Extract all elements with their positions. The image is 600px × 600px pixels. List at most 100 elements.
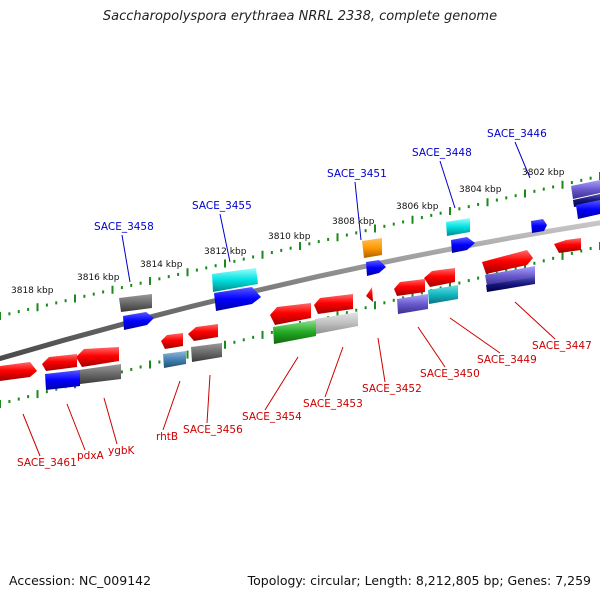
gene-label[interactable]: ygbK: [108, 445, 136, 457]
gene-label[interactable]: SACE_3453: [303, 398, 363, 410]
minor-tick: [589, 246, 592, 250]
minor-tick: [345, 233, 348, 237]
gene-arrow[interactable]: [571, 180, 600, 199]
minor-tick: [514, 194, 517, 198]
gene-arrow[interactable]: [397, 294, 428, 314]
major-tick: [524, 189, 526, 198]
gene-arrow[interactable]: [531, 219, 547, 233]
minor-tick: [55, 387, 58, 391]
gene-arrow[interactable]: [486, 277, 535, 292]
minor-tick: [252, 335, 255, 339]
gene-arrow[interactable]: [191, 343, 222, 362]
gene-arrow[interactable]: [315, 312, 358, 334]
minor-tick: [83, 294, 86, 298]
major-tick: [561, 180, 564, 189]
gene-label[interactable]: SACE_3452: [362, 383, 422, 395]
major-tick: [449, 281, 451, 290]
gene-arrow[interactable]: [273, 320, 316, 344]
minor-tick: [439, 211, 442, 215]
gene-features: [0, 180, 600, 390]
minor-tick: [130, 367, 133, 371]
label-leader-line: [162, 380, 181, 431]
gene-arrow[interactable]: [446, 218, 470, 236]
gene-arrow[interactable]: [161, 333, 183, 349]
gene-arrow[interactable]: [482, 250, 533, 274]
gene-arrow[interactable]: [163, 351, 186, 368]
minor-tick: [130, 283, 133, 287]
major-tick: [524, 261, 526, 270]
minor-tick: [533, 189, 536, 193]
major-tick: [411, 291, 414, 300]
gene-arrow[interactable]: [366, 260, 386, 276]
gene-label[interactable]: pdxA: [77, 450, 105, 462]
gene-label[interactable]: SACE_3454: [242, 411, 302, 423]
minor-tick: [45, 303, 48, 307]
scale-label: 3818 kbp: [11, 286, 54, 296]
minor-tick: [505, 196, 508, 200]
gene-arrow[interactable]: [314, 294, 353, 314]
gene-arrow[interactable]: [0, 362, 37, 381]
gene-arrow[interactable]: [554, 238, 581, 253]
gene-label[interactable]: SACE_3456: [183, 424, 243, 436]
gene-label[interactable]: SACE_3455: [192, 200, 252, 212]
gene-arrow[interactable]: [428, 285, 458, 304]
label-leader-line: [377, 337, 386, 383]
minor-tick: [8, 400, 11, 404]
gene-label[interactable]: SACE_3446: [487, 128, 547, 140]
gene-arrow[interactable]: [76, 347, 119, 367]
gene-arrow[interactable]: [394, 279, 425, 296]
label-leader-line: [219, 213, 231, 263]
gene-arrow[interactable]: [576, 200, 600, 219]
gene-label[interactable]: SACE_3450: [420, 368, 480, 380]
gene-arrow[interactable]: [451, 237, 475, 253]
minor-tick: [233, 259, 236, 263]
minor-tick: [570, 251, 573, 255]
major-tick: [261, 330, 264, 339]
gene-arrow[interactable]: [362, 238, 382, 258]
label-leaders: [22, 141, 556, 457]
gene-label[interactable]: rhtB: [156, 431, 178, 443]
minor-tick: [280, 248, 283, 252]
minor-tick: [392, 298, 395, 302]
gene-arrow[interactable]: [485, 266, 535, 286]
major-tick: [449, 207, 451, 215]
gene-arrow[interactable]: [42, 354, 77, 371]
minor-tick: [589, 176, 592, 180]
gene-label[interactable]: SACE_3461: [17, 457, 77, 469]
gene-arrow[interactable]: [45, 370, 80, 390]
gene-arrow[interactable]: [79, 364, 121, 384]
major-tick: [486, 198, 489, 207]
gene-arrow[interactable]: [424, 268, 455, 287]
gene-arrow[interactable]: [123, 312, 154, 330]
minor-tick: [308, 242, 311, 246]
gene-arrow[interactable]: [119, 294, 152, 312]
minor-tick: [327, 237, 330, 241]
minor-tick: [270, 251, 273, 255]
gene-label[interactable]: SACE_3447: [532, 340, 592, 352]
minor-tick: [289, 246, 292, 250]
minor-tick: [458, 207, 461, 211]
gene-arrow[interactable]: [214, 287, 261, 311]
scale-labels: 3802 kbp 3804 kbp 3806 kbp 3808 kbp 3810 kbp…: [11, 168, 565, 296]
minor-tick: [364, 306, 367, 310]
minor-tick: [477, 202, 480, 206]
gene-arrow[interactable]: [188, 324, 218, 341]
gene-arrow[interactable]: [270, 303, 311, 325]
gene-label[interactable]: SACE_3448: [412, 147, 472, 159]
minor-tick: [355, 231, 358, 235]
minor-tick: [177, 272, 180, 276]
minor-tick: [345, 311, 348, 315]
gene-label[interactable]: SACE_3451: [327, 168, 387, 180]
major-tick: [261, 250, 264, 259]
gene-arrow[interactable]: [212, 268, 258, 292]
minor-tick: [270, 330, 273, 334]
major-tick: [36, 390, 39, 399]
gene-arrow[interactable]: [366, 287, 373, 302]
gene-label[interactable]: SACE_3449: [477, 354, 537, 366]
gene-label[interactable]: SACE_3458: [94, 221, 154, 233]
major-tick: [0, 312, 1, 320]
major-tick: [336, 233, 339, 242]
minor-tick: [158, 277, 161, 281]
minor-tick: [542, 259, 545, 263]
